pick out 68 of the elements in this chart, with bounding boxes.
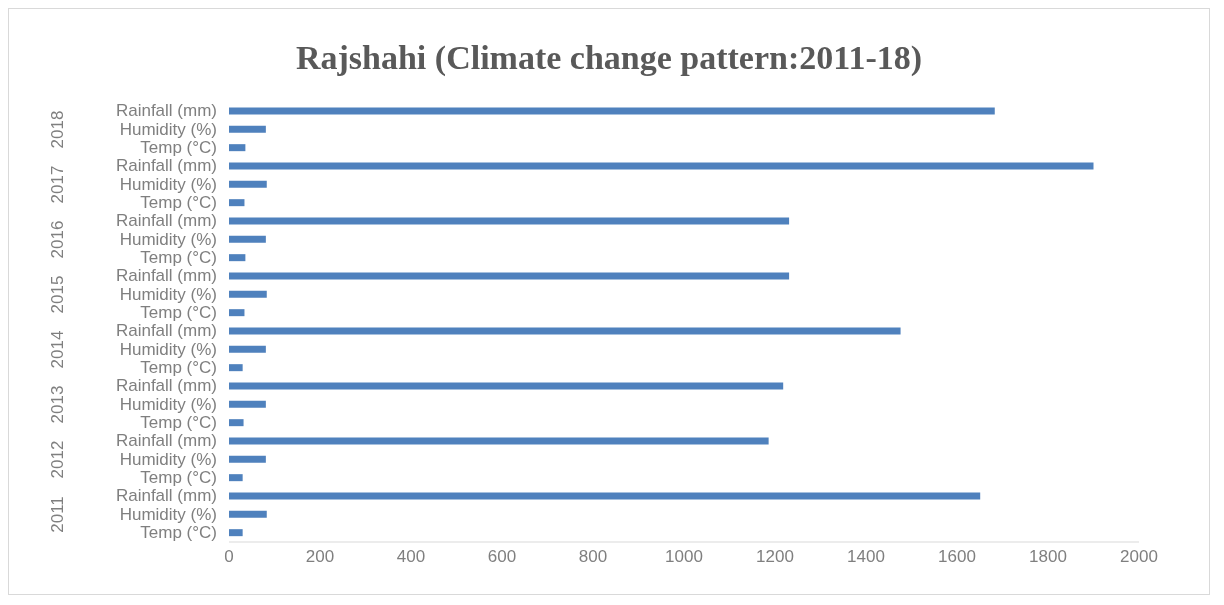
bar — [229, 492, 981, 500]
bar — [229, 364, 243, 372]
text: 2015 — [48, 275, 67, 314]
x-tick-label: 200 — [305, 547, 335, 567]
bar — [229, 217, 790, 225]
bar — [229, 180, 267, 188]
text: 2011 — [48, 496, 67, 533]
bar — [229, 419, 244, 427]
y-tick-label: Humidity (%) — [119, 174, 217, 194]
y-tick-label: Rainfall (mm) — [115, 156, 217, 176]
bar — [229, 107, 995, 115]
bar — [229, 382, 784, 390]
bar — [229, 235, 266, 243]
x-tick-label: 1000 — [665, 547, 703, 567]
y-tick-label: Rainfall (mm) — [115, 101, 217, 121]
y-tick-label: Humidity (%) — [119, 119, 217, 139]
x-tick-label: 1200 — [756, 547, 794, 567]
y-tick-label: Temp (°C) — [140, 247, 217, 267]
text: 2012 — [48, 440, 67, 479]
text: 2013 — [48, 385, 67, 424]
x-tick-label: 400 — [396, 547, 426, 567]
x-tick-label: 800 — [578, 547, 608, 567]
bar — [229, 345, 266, 353]
text: 2016 — [48, 220, 67, 259]
bar — [229, 437, 769, 445]
bar — [229, 125, 266, 133]
y-tick-label: Temp (°C) — [140, 522, 217, 542]
y-tick-label: Temp (°C) — [140, 302, 217, 322]
y-tick-label: Temp (°C) — [140, 192, 217, 212]
bar — [229, 474, 243, 482]
y-tick-label: Temp (°C) — [140, 357, 217, 377]
y-tick-label: Rainfall (mm) — [115, 211, 217, 231]
x-tick-label: 0 — [224, 547, 234, 567]
bar — [229, 144, 246, 152]
bar — [229, 510, 267, 518]
bar — [229, 327, 901, 335]
y-tick-label: Rainfall (mm) — [115, 321, 217, 341]
text: 2018 — [48, 110, 67, 149]
bar — [229, 254, 246, 262]
chart-title: Rajshahi (Climate change pattern:2011-18) — [294, 39, 924, 77]
text: 2017 — [48, 165, 67, 204]
bar — [229, 272, 790, 280]
x-tick-label: 1600 — [938, 547, 976, 567]
y-tick-label: Temp (°C) — [140, 412, 217, 432]
bar — [229, 162, 1094, 170]
text: 2014 — [48, 330, 67, 369]
y-tick-label: Humidity (%) — [119, 339, 217, 359]
y-tick-label: Humidity (%) — [119, 504, 217, 524]
x-tick-label: 600 — [487, 547, 517, 567]
y-tick-label: Humidity (%) — [119, 284, 217, 304]
x-tick-label: 1400 — [847, 547, 885, 567]
bar — [229, 455, 266, 463]
bar — [229, 290, 267, 298]
bar — [229, 529, 243, 537]
x-tick-label: 1800 — [1029, 547, 1067, 567]
y-tick-label: Humidity (%) — [119, 229, 217, 249]
y-tick-label: Rainfall (mm) — [115, 266, 217, 286]
bar — [229, 309, 245, 317]
y-tick-label: Humidity (%) — [119, 449, 217, 469]
y-tick-label: Rainfall (mm) — [115, 431, 217, 451]
y-tick-label: Rainfall (mm) — [115, 376, 217, 396]
y-tick-label: Humidity (%) — [119, 394, 217, 414]
bar — [229, 199, 245, 207]
x-tick-label: 2000 — [1120, 547, 1158, 567]
y-tick-label: Temp (°C) — [140, 137, 217, 157]
y-tick-label: Rainfall (mm) — [115, 486, 217, 506]
y-tick-label: Temp (°C) — [140, 467, 217, 487]
bar — [229, 400, 266, 408]
